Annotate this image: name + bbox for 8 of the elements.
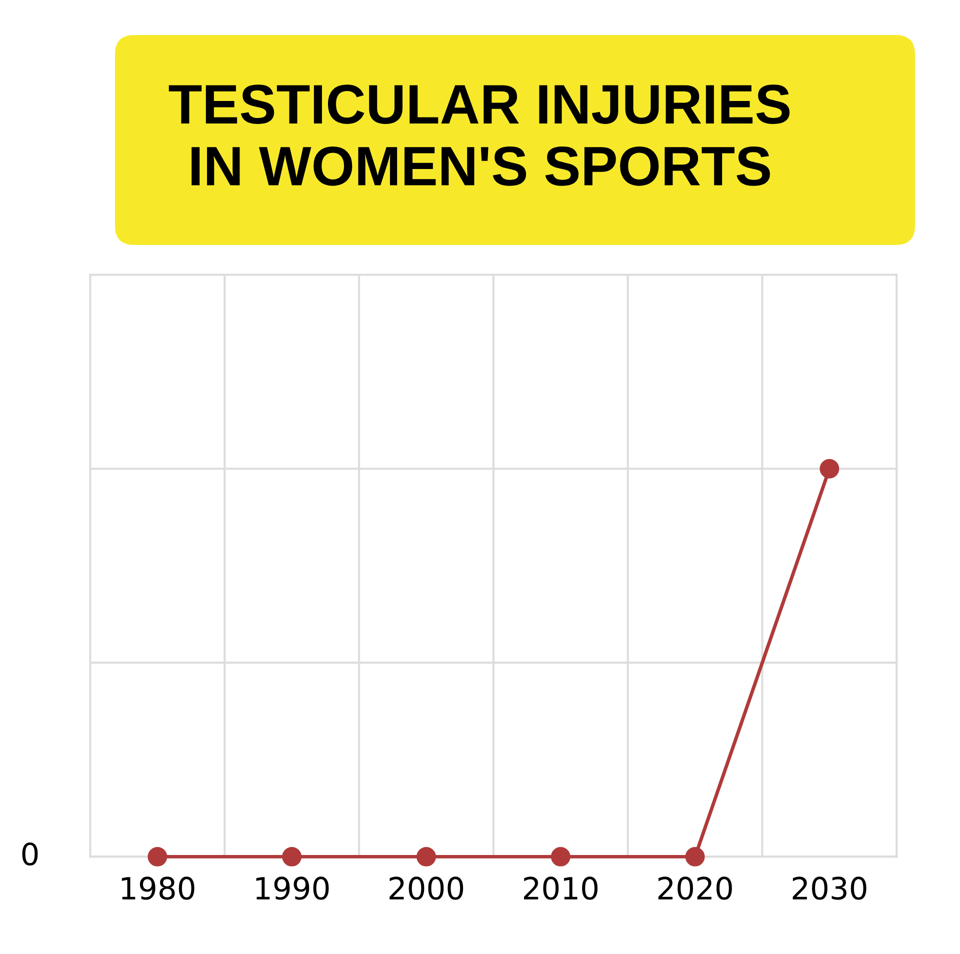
x-tick-label: 1990 bbox=[256, 876, 329, 900]
chart-title: TESTICULAR INJURIES IN WOMEN'S SPORTS bbox=[168, 84, 790, 186]
x-tick-label: 2020 bbox=[658, 876, 732, 900]
x-tick-label: 2000 bbox=[390, 876, 464, 900]
x-tick-label: 2010 bbox=[524, 876, 598, 900]
text: 0 bbox=[22, 842, 38, 866]
x-tick-label: 2030 bbox=[792, 876, 866, 900]
x-tick-label: 1980 bbox=[122, 876, 194, 900]
